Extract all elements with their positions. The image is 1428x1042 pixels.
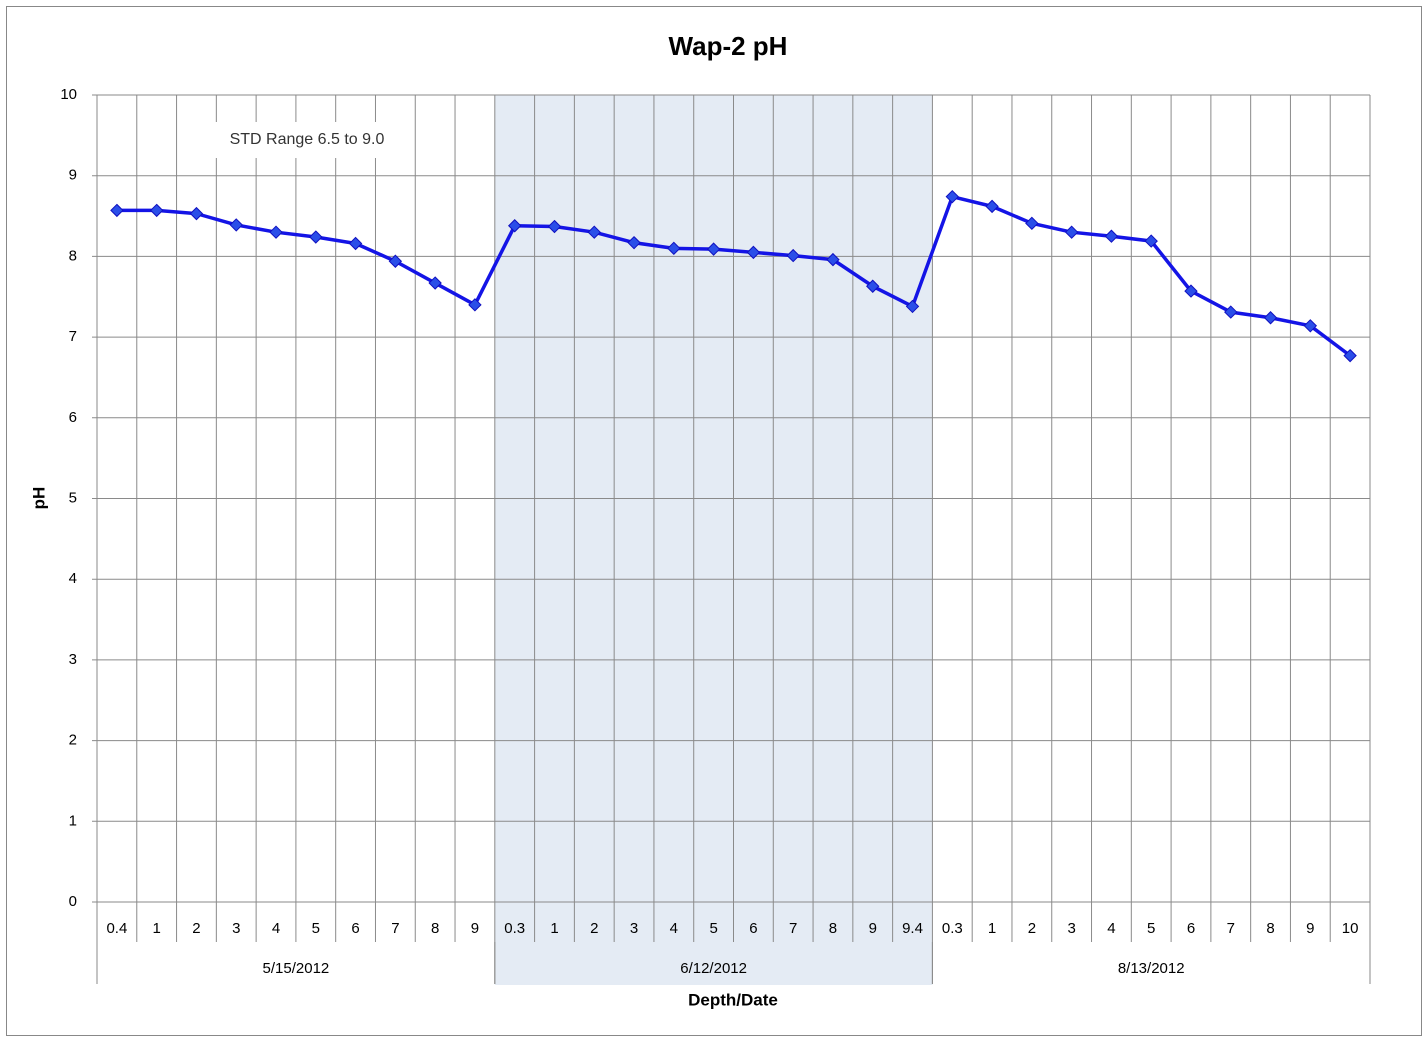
x-tick-label: 7 — [1227, 920, 1235, 937]
x-tick-label: 2 — [590, 920, 598, 937]
data-point — [587, 225, 601, 239]
x-tick-label: 4 — [272, 920, 280, 937]
data-point — [866, 279, 880, 293]
x-tick-label: 7 — [391, 920, 399, 937]
data-point — [1144, 234, 1158, 248]
x-tick-label: 4 — [670, 920, 678, 937]
y-tick-label: 1 — [69, 812, 77, 829]
x-tick-label: 7 — [789, 920, 797, 937]
x-tick-label: 8 — [829, 920, 837, 937]
y-tick-label: 2 — [69, 732, 77, 749]
y-tick-label: 6 — [69, 409, 77, 426]
y-axis-title: pH — [29, 487, 48, 510]
x-tick-label: 5 — [312, 920, 320, 937]
y-tick-label: 3 — [69, 651, 77, 668]
data-point — [1224, 305, 1238, 319]
x-tick-label: 3 — [232, 920, 240, 937]
x-tick-label: 5 — [709, 920, 717, 937]
x-tick-label: 0.3 — [504, 920, 525, 937]
data-point — [149, 203, 164, 218]
x-tick-label: 1 — [988, 920, 996, 937]
data-point — [189, 206, 204, 221]
x-tick-label: 5 — [1147, 920, 1155, 937]
y-tick-label: 7 — [69, 328, 77, 345]
x-tick-label: 9 — [869, 920, 877, 937]
group-label: 6/12/2012 — [680, 960, 747, 977]
data-point — [547, 219, 562, 234]
data-point — [1104, 229, 1119, 243]
x-tick-label: 9.4 — [902, 920, 923, 937]
data-point — [348, 236, 363, 251]
x-tick-label: 0.3 — [942, 920, 963, 937]
x-tick-label: 10 — [1342, 920, 1359, 937]
data-point — [1263, 311, 1278, 325]
x-axis-title: Depth/Date — [688, 990, 778, 1009]
data-point — [1025, 216, 1039, 231]
data-point — [746, 245, 761, 260]
data-point — [826, 252, 840, 267]
y-tick-label: 5 — [69, 489, 77, 506]
data-point — [110, 203, 124, 218]
data-line — [116, 194, 1352, 358]
y-tick-label: 10 — [60, 86, 77, 103]
x-tick-label: 1 — [550, 920, 558, 937]
data-point — [428, 276, 442, 290]
group-label: 8/13/2012 — [1118, 960, 1185, 977]
x-tick-label: 6 — [351, 920, 359, 937]
data-point — [309, 230, 323, 244]
x-tick-label: 3 — [630, 920, 638, 937]
data-point — [905, 299, 920, 314]
x-tick-label: 4 — [1107, 920, 1115, 937]
data-point — [229, 218, 243, 232]
x-tick-label: 0.4 — [106, 920, 127, 937]
data-point — [945, 189, 960, 204]
data-point — [706, 242, 721, 256]
x-tick-label: 2 — [192, 920, 200, 937]
data-point — [1303, 319, 1318, 333]
data-point — [388, 254, 403, 268]
x-tick-label: 6 — [749, 920, 757, 937]
data-point — [627, 235, 641, 250]
data-point — [1184, 284, 1198, 298]
y-tick-label: 9 — [69, 167, 77, 184]
annotation-box — [205, 122, 410, 158]
x-tick-label: 8 — [1266, 920, 1274, 937]
x-tick-label: 9 — [471, 920, 479, 937]
x-tick-label: 3 — [1067, 920, 1075, 937]
data-point — [507, 219, 522, 233]
y-tick-label: 8 — [69, 247, 77, 264]
data-point — [667, 241, 681, 256]
x-tick-label: 1 — [153, 920, 161, 937]
x-tick-label: 8 — [431, 920, 439, 937]
chart-title: Wap-2 pH — [669, 31, 788, 61]
group-label: 5/15/2012 — [263, 960, 330, 977]
data-point — [269, 225, 283, 239]
data-point — [985, 199, 999, 214]
y-tick-label: 0 — [69, 893, 77, 910]
data-point — [786, 248, 800, 263]
data-point — [1064, 225, 1079, 239]
x-tick-label: 9 — [1306, 920, 1314, 937]
data-point — [468, 298, 482, 312]
data-point — [1343, 348, 1357, 363]
x-tick-label: 2 — [1028, 920, 1036, 937]
annotation: STD Range 6.5 to 9.0 — [230, 131, 385, 148]
x-tick-label: 6 — [1187, 920, 1195, 937]
y-tick-label: 4 — [69, 570, 77, 587]
